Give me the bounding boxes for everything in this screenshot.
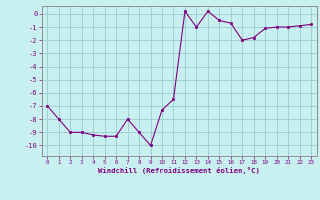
X-axis label: Windchill (Refroidissement éolien,°C): Windchill (Refroidissement éolien,°C) bbox=[98, 167, 260, 174]
